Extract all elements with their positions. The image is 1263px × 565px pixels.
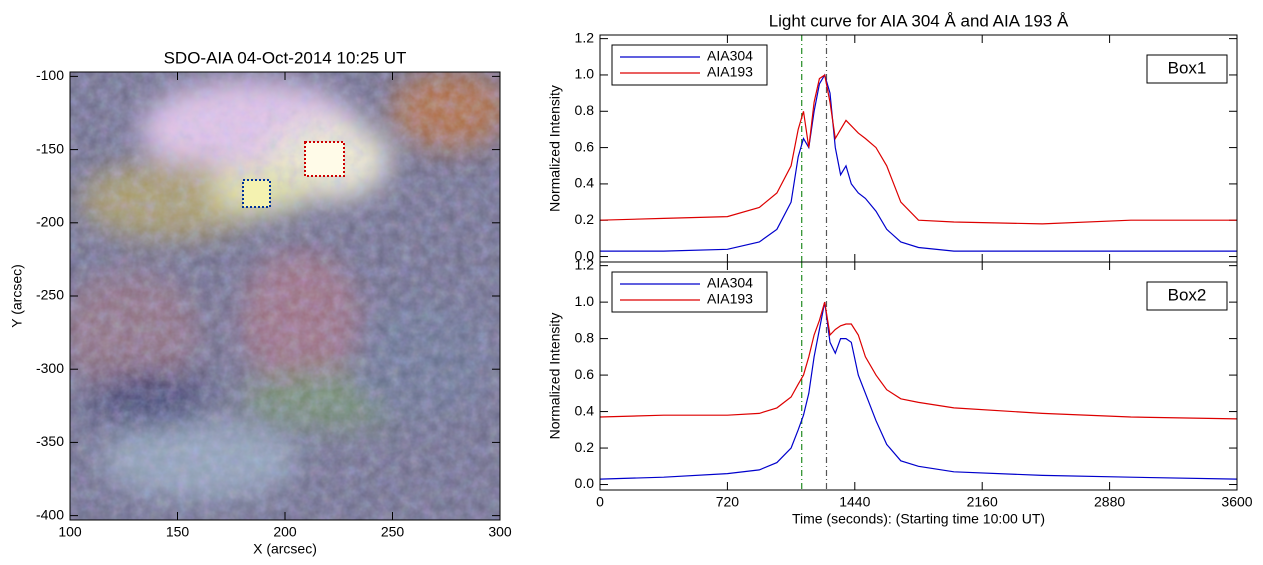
x-tick-label: 2160 bbox=[967, 494, 998, 510]
x-tick-label: 150 bbox=[166, 524, 190, 540]
y-tick-label: 0.8 bbox=[575, 102, 595, 118]
x-tick-label: 0 bbox=[596, 494, 604, 510]
y-tick-label: -250 bbox=[36, 287, 64, 303]
y-tick-label: -150 bbox=[36, 140, 64, 156]
y-tick-label: 0.0 bbox=[575, 475, 595, 491]
chart-title: Light curve for AIA 304 Å and AIA 193 Å bbox=[769, 11, 1069, 30]
x-tick-label: 100 bbox=[58, 524, 82, 540]
legend-label: AIA304 bbox=[707, 275, 753, 291]
y-tick-label: 0.8 bbox=[575, 329, 595, 345]
legend-label: AIA193 bbox=[707, 64, 753, 80]
x-tick-label: 2880 bbox=[1094, 494, 1125, 510]
y-tick-label: 0.4 bbox=[575, 402, 595, 418]
x-axis-label: Time (seconds): (Starting time 10:00 UT) bbox=[792, 511, 1045, 527]
x-axis-label: X (arcsec) bbox=[253, 541, 317, 557]
series-line bbox=[599, 301, 1238, 420]
x-tick-label: 720 bbox=[716, 494, 740, 510]
plot-frame bbox=[599, 261, 1238, 491]
y-tick-label: 0.2 bbox=[575, 211, 595, 227]
series-line bbox=[599, 73, 1237, 225]
x-tick-label: 3600 bbox=[1221, 494, 1252, 510]
annotation-box bbox=[1146, 281, 1228, 311]
legend-box bbox=[611, 271, 768, 313]
y-tick-label: -300 bbox=[36, 360, 64, 376]
y-tick-label: -200 bbox=[36, 214, 64, 230]
y-tick-label: 1.2 bbox=[575, 29, 595, 45]
y-tick-label: 0.4 bbox=[575, 175, 595, 191]
y-tick-label: 0.6 bbox=[575, 138, 595, 154]
y-tick-label: 0.2 bbox=[575, 439, 595, 455]
series-line bbox=[599, 301, 1238, 480]
annotation-box bbox=[1146, 54, 1228, 84]
x-tick-label: 250 bbox=[381, 524, 405, 540]
x-tick-label: 200 bbox=[273, 524, 297, 540]
x-tick-label: 300 bbox=[488, 524, 512, 540]
solar-image bbox=[70, 72, 500, 520]
chart-title: SDO-AIA 04-Oct-2014 10:25 UT bbox=[164, 48, 407, 67]
annotation: Box2 bbox=[1168, 285, 1207, 304]
y-tick-label: -350 bbox=[36, 433, 64, 449]
y-axis-label: Normalized Intensity bbox=[547, 313, 563, 440]
legend-label: AIA193 bbox=[707, 291, 753, 307]
plot-frame bbox=[69, 71, 501, 521]
y-tick-label: 0.6 bbox=[575, 366, 595, 382]
y-tick-label: -400 bbox=[36, 506, 64, 522]
x-tick-label: 1440 bbox=[839, 494, 870, 510]
y-tick-label: -100 bbox=[36, 67, 64, 83]
y-axis-label: Y (arcsec) bbox=[9, 264, 25, 328]
legend-label: AIA304 bbox=[707, 48, 753, 64]
y-tick-label: 1.0 bbox=[575, 66, 595, 82]
series-line bbox=[600, 73, 1237, 252]
y-axis-label: Normalized Intensity bbox=[547, 85, 563, 212]
y-tick-label: 1.2 bbox=[575, 256, 595, 272]
annotation: Box1 bbox=[1168, 58, 1207, 77]
y-tick-label: 1.0 bbox=[575, 293, 595, 309]
y-tick-label: 0.0 bbox=[575, 247, 595, 263]
legend-box bbox=[611, 44, 768, 86]
